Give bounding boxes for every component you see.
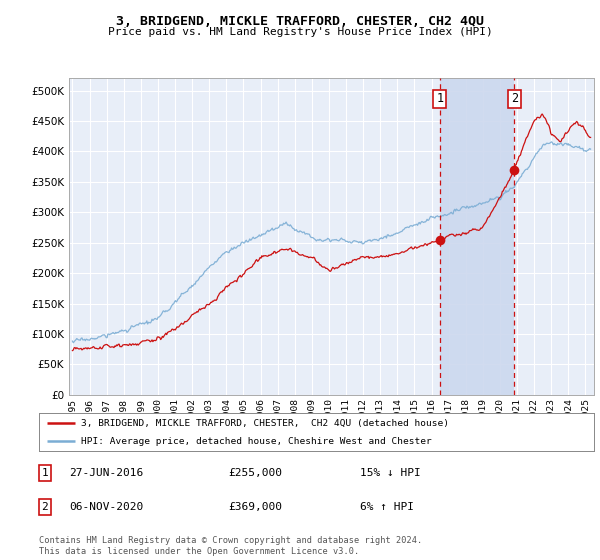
Bar: [440, 78, 514, 395]
Text: 2: 2: [41, 502, 49, 512]
Text: 15% ↓ HPI: 15% ↓ HPI: [360, 468, 421, 478]
Text: 1: 1: [436, 92, 443, 105]
Text: Contains HM Land Registry data © Crown copyright and database right 2024.
This d: Contains HM Land Registry data © Crown c…: [39, 536, 422, 556]
Text: 27-JUN-2016: 27-JUN-2016: [69, 468, 143, 478]
Text: 6% ↑ HPI: 6% ↑ HPI: [360, 502, 414, 512]
Text: 3, BRIDGEND, MICKLE TRAFFORD, CHESTER,  CH2 4QU (detached house): 3, BRIDGEND, MICKLE TRAFFORD, CHESTER, C…: [80, 418, 449, 427]
Text: 3, BRIDGEND, MICKLE TRAFFORD, CHESTER, CH2 4QU: 3, BRIDGEND, MICKLE TRAFFORD, CHESTER, C…: [116, 15, 484, 27]
Text: £255,000: £255,000: [228, 468, 282, 478]
Text: £369,000: £369,000: [228, 502, 282, 512]
Text: 1: 1: [41, 468, 49, 478]
Text: HPI: Average price, detached house, Cheshire West and Chester: HPI: Average price, detached house, Ches…: [80, 437, 431, 446]
Text: Price paid vs. HM Land Registry's House Price Index (HPI): Price paid vs. HM Land Registry's House …: [107, 27, 493, 37]
Text: 2: 2: [511, 92, 518, 105]
Text: 06-NOV-2020: 06-NOV-2020: [69, 502, 143, 512]
